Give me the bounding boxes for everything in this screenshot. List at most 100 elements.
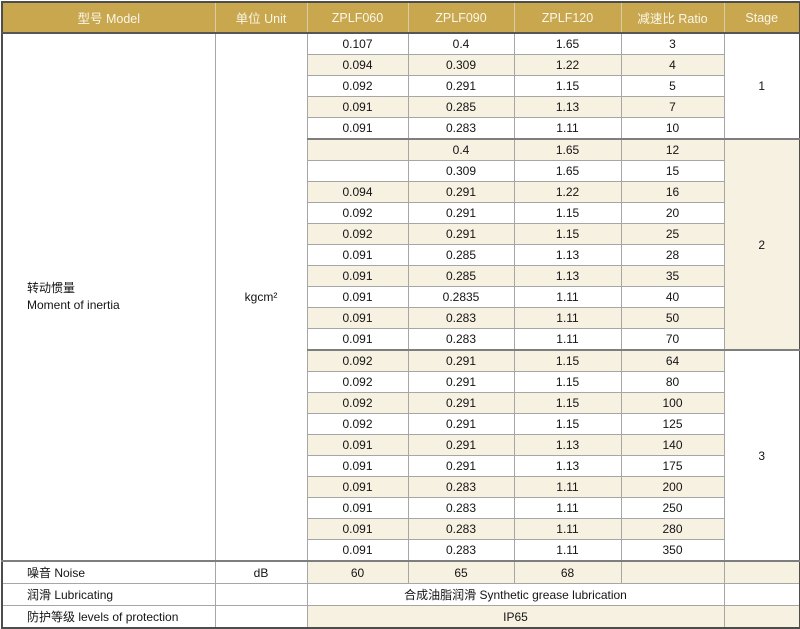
- header-row: 型号 Model 单位 Unit ZPLF060 ZPLF090 ZPLF120…: [1, 1, 800, 34]
- zplf120-value: 1.13: [513, 455, 622, 477]
- zplf090-value: 0.291: [407, 349, 515, 372]
- zplf060-value: 0.092: [306, 223, 409, 245]
- ratio-value: 40: [620, 286, 725, 308]
- zplf090-value: 0.291: [407, 371, 515, 393]
- inertia-section: 转动惯量 Moment of inertia kgcm² 0.107 0.4 1.65 3 1…: [1, 32, 800, 562]
- ratio-value: 28: [620, 244, 725, 266]
- zplf090-value: 0.283: [407, 518, 515, 540]
- ratio-value: 64: [620, 349, 725, 372]
- inertia-row: 0.092 0.291 1.15 64 3: [2, 349, 800, 562]
- protection-stage-empty-cell: [723, 605, 800, 629]
- ratio-value: 7: [620, 96, 725, 118]
- zplf120-value: 1.11: [513, 476, 622, 498]
- column-header-stage: Stage: [723, 1, 800, 34]
- protection-unit-empty-cell: [214, 605, 308, 629]
- zplf060-value: 0.092: [306, 371, 409, 393]
- zplf060-value: 0.091: [306, 307, 409, 329]
- bottom-section: 噪音 Noise dB 60 65 68 润滑 Lubricating 合成油脂…: [1, 560, 800, 629]
- zplf120-value: 1.15: [513, 413, 622, 435]
- inertia-row: 0.092 0.291 1.15 80: [2, 371, 800, 393]
- inertia-row: 0.091 0.285 1.13 7: [2, 96, 800, 118]
- lubricating-label: 润滑 Lubricating: [1, 583, 216, 606]
- zplf090-value: 0.291: [407, 202, 515, 224]
- zplf090-value: 0.283: [407, 497, 515, 519]
- ratio-value: 5: [620, 75, 725, 97]
- zplf060-value: 0.091: [306, 328, 409, 351]
- zplf060-value: 0.091: [306, 286, 409, 308]
- stage-cell: 3: [723, 349, 800, 562]
- ratio-value: 20: [620, 202, 725, 224]
- lubricating-row: 润滑 Lubricating 合成油脂润滑 Synthetic grease l…: [1, 583, 800, 606]
- inertia-row: 0.094 0.309 1.22 4: [2, 54, 800, 76]
- zplf060-value: 0.092: [306, 413, 409, 435]
- ratio-value: 80: [620, 371, 725, 393]
- inertia-label-cell: 转动惯量 Moment of inertia: [1, 32, 216, 562]
- zplf090-value: 0.291: [407, 413, 515, 435]
- column-header-zplf060: ZPLF060: [306, 1, 409, 34]
- zplf090-value: 0.291: [407, 434, 515, 456]
- lubricating-stage-empty-cell: [723, 583, 800, 606]
- ratio-value: 125: [620, 413, 725, 435]
- ratio-value: 12: [620, 138, 725, 161]
- ratio-value: 100: [620, 392, 725, 414]
- zplf120-value: 1.15: [513, 371, 622, 393]
- zplf120-value: 1.15: [513, 392, 622, 414]
- zplf060-value: [306, 138, 409, 161]
- lubricating-unit-empty-cell: [214, 583, 308, 606]
- zplf120-value: 1.15: [513, 75, 622, 97]
- zplf060-value: 0.091: [306, 476, 409, 498]
- zplf120-value: 1.11: [513, 539, 622, 562]
- zplf120-value: 1.11: [513, 307, 622, 329]
- zplf120-value: 1.13: [513, 96, 622, 118]
- column-header-ratio: 减速比 Ratio: [620, 1, 725, 34]
- inertia-row: 0.4 1.65 12 2: [2, 138, 800, 351]
- zplf060-value: 0.094: [306, 181, 409, 203]
- zplf090-value: 0.283: [407, 539, 515, 562]
- inertia-row: 0.091 0.283 1.11 350: [2, 539, 800, 562]
- ratio-value: 350: [620, 539, 725, 562]
- zplf060-value: 0.091: [306, 518, 409, 540]
- zplf120-value: 1.15: [513, 202, 622, 224]
- stage-cell: 2: [723, 138, 800, 351]
- inertia-row: 0.091 0.291 1.13 175: [2, 455, 800, 477]
- zplf090-value: 0.291: [407, 392, 515, 414]
- zplf090-value: 0.309: [407, 160, 515, 182]
- ratio-value: 35: [620, 265, 725, 287]
- noise-ratio-empty-cell: [620, 560, 725, 584]
- zplf060-value: 0.092: [306, 75, 409, 97]
- zplf090-value: 0.291: [407, 223, 515, 245]
- zplf060-value: [306, 160, 409, 182]
- zplf120-value: 1.13: [513, 244, 622, 266]
- zplf090-value: 0.283: [407, 328, 515, 351]
- inertia-row: 转动惯量 Moment of inertia kgcm² 0.107 0.4 1.65 3 1: [1, 32, 800, 562]
- zplf090-value: 0.285: [407, 265, 515, 287]
- inertia-row: 0.091 0.283 1.11 200: [2, 476, 800, 498]
- inertia-row: 0.091 0.283 1.11 50: [2, 307, 800, 329]
- noise-value-zplf060: 60: [306, 560, 409, 584]
- zplf090-value: 0.291: [407, 75, 515, 97]
- zplf120-value: 1.15: [513, 349, 622, 372]
- zplf090-value: 0.283: [407, 476, 515, 498]
- zplf120-value: 1.65: [513, 160, 622, 182]
- ratio-value: 70: [620, 328, 725, 351]
- zplf060-value: 0.091: [306, 265, 409, 287]
- inertia-row: 0.092 0.291 1.15 5: [2, 75, 800, 97]
- zplf120-value: 1.13: [513, 265, 622, 287]
- ratio-value: 25: [620, 223, 725, 245]
- column-header-zplf120: ZPLF120: [513, 1, 622, 34]
- inertia-label-en: Moment of inertia: [27, 298, 120, 312]
- zplf090-value: 0.283: [407, 117, 515, 140]
- protection-row: 防护等级 levels of protection IP65: [1, 605, 800, 629]
- noise-value-zplf120: 68: [513, 560, 622, 584]
- zplf060-value: 0.091: [306, 497, 409, 519]
- zplf090-value: 0.285: [407, 244, 515, 266]
- zplf060-value: 0.091: [306, 539, 409, 562]
- noise-row: 噪音 Noise dB 60 65 68: [1, 560, 800, 584]
- zplf120-value: 1.11: [513, 497, 622, 519]
- inertia-row: 0.091 0.283 1.11 280: [2, 518, 800, 540]
- zplf060-value: 0.092: [306, 392, 409, 414]
- inertia-row: 0.092 0.291 1.15 125: [2, 413, 800, 435]
- ratio-value: 200: [620, 476, 725, 498]
- noise-label: 噪音 Noise: [1, 560, 216, 584]
